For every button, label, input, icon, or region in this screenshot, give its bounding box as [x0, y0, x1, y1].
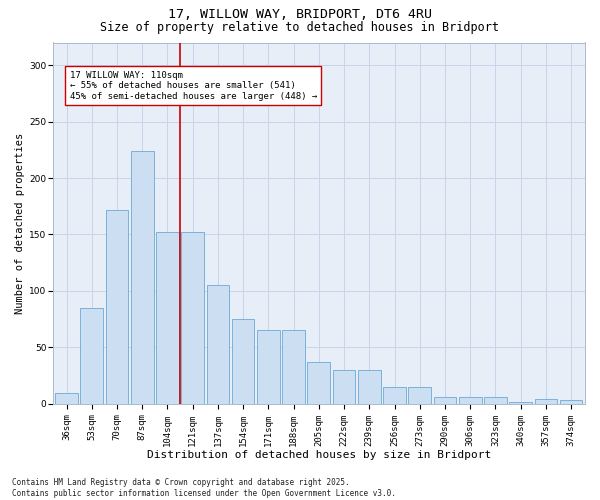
Bar: [55, 392, 78, 404]
Bar: [358, 370, 380, 404]
Bar: [232, 319, 254, 404]
Bar: [106, 210, 128, 404]
Bar: [383, 387, 406, 404]
Bar: [509, 402, 532, 404]
Bar: [181, 232, 204, 404]
Text: Size of property relative to detached houses in Bridport: Size of property relative to detached ho…: [101, 21, 499, 34]
Bar: [535, 400, 557, 404]
Bar: [459, 397, 482, 404]
Bar: [282, 330, 305, 404]
Bar: [409, 387, 431, 404]
X-axis label: Distribution of detached houses by size in Bridport: Distribution of detached houses by size …: [147, 450, 491, 460]
Bar: [257, 330, 280, 404]
Text: 17 WILLOW WAY: 110sqm
← 55% of detached houses are smaller (541)
45% of semi-det: 17 WILLOW WAY: 110sqm ← 55% of detached …: [70, 70, 317, 101]
Bar: [131, 151, 154, 404]
Bar: [333, 370, 355, 404]
Text: 17, WILLOW WAY, BRIDPORT, DT6 4RU: 17, WILLOW WAY, BRIDPORT, DT6 4RU: [168, 8, 432, 20]
Bar: [156, 232, 179, 404]
Bar: [434, 397, 457, 404]
Bar: [484, 397, 507, 404]
Text: Contains HM Land Registry data © Crown copyright and database right 2025.
Contai: Contains HM Land Registry data © Crown c…: [12, 478, 396, 498]
Bar: [206, 286, 229, 404]
Bar: [80, 308, 103, 404]
Bar: [307, 362, 330, 404]
Y-axis label: Number of detached properties: Number of detached properties: [15, 132, 25, 314]
Bar: [560, 400, 583, 404]
